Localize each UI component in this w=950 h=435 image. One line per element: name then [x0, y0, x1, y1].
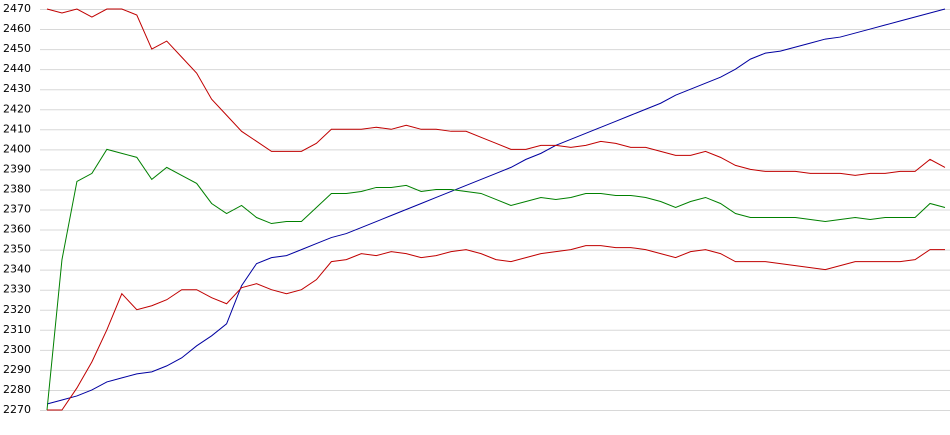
y-tick-label: 2380 [3, 182, 31, 195]
series-line [46, 8, 946, 405]
series-line [46, 8, 946, 176]
y-tick-label: 2340 [3, 263, 31, 276]
y-tick-label: 2440 [3, 62, 31, 75]
y-tick-label: 2450 [3, 42, 31, 55]
y-tick-label: 2330 [3, 283, 31, 296]
y-tick-label: 2290 [3, 363, 31, 376]
y-tick-label: 2270 [3, 403, 31, 416]
y-tick-label: 2370 [3, 203, 31, 216]
y-tick-label: 2410 [3, 122, 31, 135]
y-tick-label: 2390 [3, 162, 31, 175]
y-tick-label: 2470 [3, 2, 31, 15]
y-tick-label: 2300 [3, 343, 31, 356]
series-line [46, 148, 946, 411]
series-line [47, 245, 945, 411]
y-tick-label: 2350 [3, 243, 31, 256]
y-tick-label: 2430 [3, 82, 31, 95]
y-tick-label: 2280 [3, 383, 31, 396]
y-tick-label: 2360 [3, 223, 31, 236]
y-tick-label: 2310 [3, 323, 31, 336]
y-tick-label: 2420 [3, 102, 31, 115]
y-tick-label: 2400 [3, 142, 31, 155]
y-tick-label: 2460 [3, 22, 31, 35]
y-tick-label: 2320 [3, 303, 31, 316]
